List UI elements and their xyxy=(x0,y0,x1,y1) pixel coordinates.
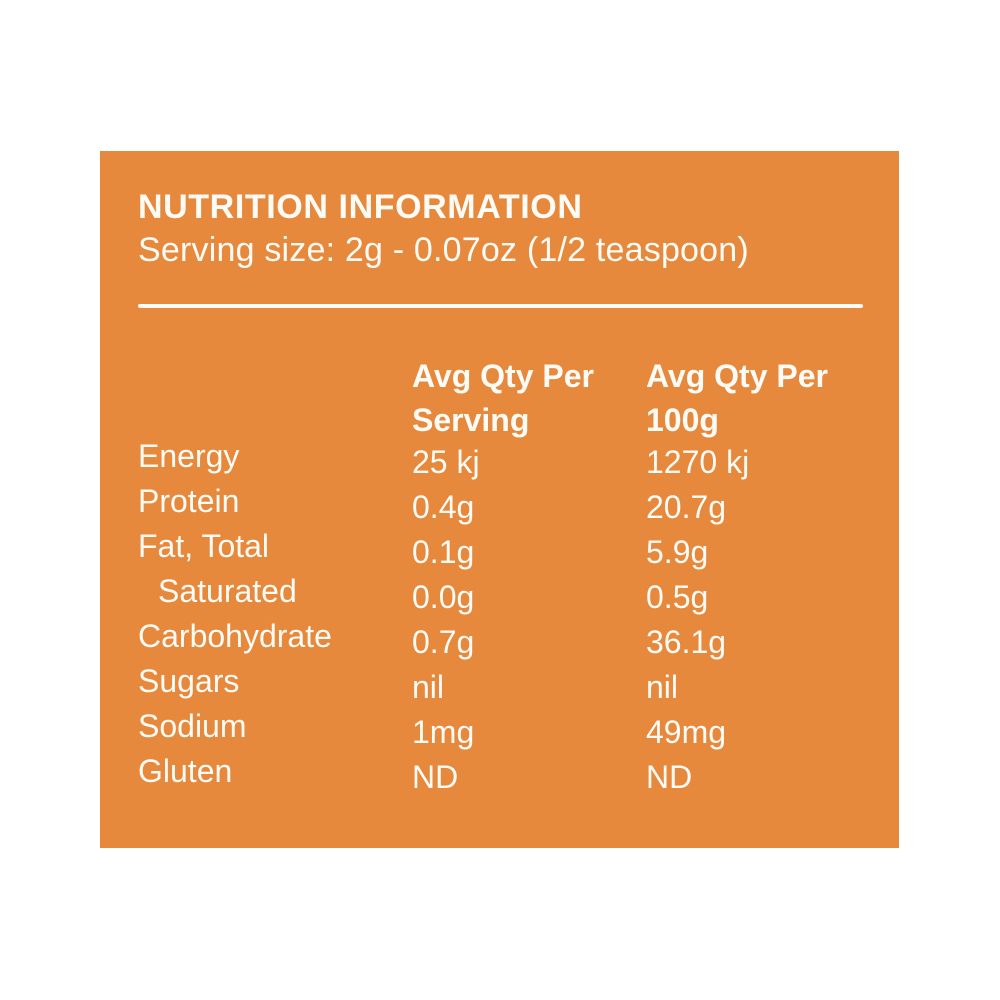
panel-title: NUTRITION INFORMATION xyxy=(138,188,583,226)
table-row-gluten: Gluten ND ND xyxy=(100,753,899,798)
nutrient-label: Saturated xyxy=(158,573,297,609)
nutrient-label: Energy xyxy=(138,438,240,474)
value-per-100g: 0.5g xyxy=(646,579,709,615)
value-per-serving: nil xyxy=(412,669,445,705)
nutrient-label: Carbohydrate xyxy=(138,618,332,654)
value-per-100g: 20.7g xyxy=(646,489,727,525)
column-header-per-100g: Avg Qty Per 100g xyxy=(646,354,828,442)
serving-size-text: Serving size: 2g - 0.07oz (1/2 teaspoon) xyxy=(138,231,749,269)
value-per-serving: 0.0g xyxy=(412,579,475,615)
column-header-per-serving: Avg Qty Per Serving xyxy=(412,354,594,442)
value-per-100g: 36.1g xyxy=(646,624,727,660)
value-per-serving: 25 kj xyxy=(412,444,480,480)
value-per-100g: 49mg xyxy=(646,714,727,750)
column-header-line: 100g xyxy=(646,402,719,438)
nutrient-label: Protein xyxy=(138,483,240,519)
value-per-serving: ND xyxy=(412,759,459,795)
nutrient-label: Fat, Total xyxy=(138,528,270,564)
value-per-serving: 1mg xyxy=(412,714,475,750)
value-per-serving: 0.4g xyxy=(412,489,475,525)
nutrient-label: Gluten xyxy=(138,753,233,789)
table-row-sodium: Sodium 1mg 49mg xyxy=(100,708,899,753)
value-per-serving: 0.7g xyxy=(412,624,475,660)
value-per-100g: ND xyxy=(646,759,693,795)
value-per-100g: 1270 kj xyxy=(646,444,750,480)
column-header-line: Serving xyxy=(412,402,530,438)
column-header-line: Avg Qty Per xyxy=(412,358,594,394)
column-header-line: Avg Qty Per xyxy=(646,358,828,394)
table-row-energy: Energy 25 kj 1270 kj xyxy=(100,438,899,483)
value-per-serving: 0.1g xyxy=(412,534,475,570)
table-row-carbohydrate: Carbohydrate 0.7g 36.1g xyxy=(100,618,899,663)
nutrient-label: Sugars xyxy=(138,663,240,699)
table-row-saturated: Saturated 0.0g 0.5g xyxy=(100,573,899,618)
table-row-sugars: Sugars nil nil xyxy=(100,663,899,708)
value-per-100g: nil xyxy=(646,669,679,705)
nutrient-label: Sodium xyxy=(138,708,247,744)
table-row-protein: Protein 0.4g 20.7g xyxy=(100,483,899,528)
nutrition-panel: NUTRITION INFORMATION Serving size: 2g -… xyxy=(100,151,899,848)
divider-rule xyxy=(138,304,863,308)
nutrient-table: Energy 25 kj 1270 kj Protein 0.4g 20.7g … xyxy=(100,438,899,798)
table-row-fat-total: Fat, Total 0.1g 5.9g xyxy=(100,528,899,573)
value-per-100g: 5.9g xyxy=(646,534,709,570)
